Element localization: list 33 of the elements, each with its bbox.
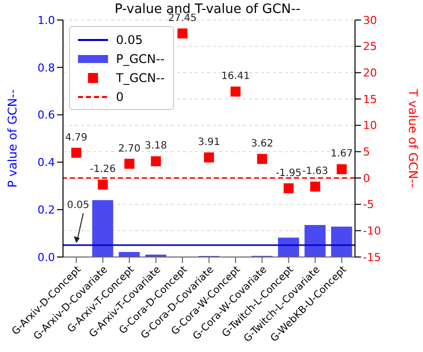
y2-tick-label: -5 (363, 198, 374, 212)
y-tick-label: 0.2 (38, 204, 55, 217)
y2-tick-label: 5 (363, 146, 370, 159)
data-label: -1.95 (276, 168, 302, 179)
data-label: -1.63 (302, 166, 328, 178)
data-label: 2.70 (118, 143, 140, 154)
legend-label: T_GCN-- (116, 70, 165, 84)
data-label: 4.79 (65, 132, 88, 144)
data-label: 3.62 (250, 138, 274, 150)
y2-tick-label: 10 (363, 119, 377, 132)
legend-label: 0.05 (116, 32, 143, 46)
y2-tick-label: 30 (363, 14, 377, 27)
y2-tick-label: 20 (363, 66, 377, 80)
data-label: 16.41 (221, 71, 250, 82)
data-label: 1.67 (330, 148, 353, 160)
legend-label: P_GCN-- (116, 52, 165, 66)
legend-label: 0 (116, 90, 124, 104)
y2-tick-label: 25 (363, 40, 377, 54)
y-tick-label: 1.0 (38, 14, 55, 27)
y-tick-label: 0.4 (38, 156, 55, 170)
annotation: 0.05 (67, 200, 90, 212)
y-tick-label: 0.8 (38, 61, 55, 74)
y-axis-title: P value of GCN-- (5, 89, 20, 188)
y-tick-label: 0.6 (38, 108, 55, 122)
y2-axis-title: T value of GCN-- (406, 88, 420, 188)
data-label: 3.18 (144, 140, 168, 152)
data-label: 3.91 (198, 136, 220, 148)
data-label: -1.26 (90, 164, 116, 176)
y2-tick-label: 15 (363, 92, 377, 106)
y-tick-label: 0.0 (38, 250, 55, 264)
y2-tick-label: -10 (363, 224, 381, 238)
y2-tick-label: 0 (363, 172, 370, 185)
y2-tick-label: -15 (363, 250, 381, 264)
